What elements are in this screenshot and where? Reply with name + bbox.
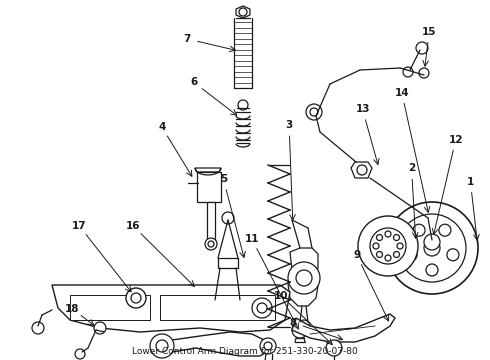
Circle shape — [393, 234, 399, 240]
Circle shape — [205, 238, 217, 250]
Circle shape — [257, 303, 267, 313]
Circle shape — [94, 322, 106, 334]
Circle shape — [405, 249, 417, 261]
Circle shape — [75, 349, 85, 359]
Text: 13: 13 — [355, 104, 370, 114]
Text: 7: 7 — [183, 34, 191, 44]
Polygon shape — [351, 162, 372, 178]
Text: 11: 11 — [245, 234, 259, 244]
Circle shape — [239, 8, 247, 16]
Circle shape — [424, 234, 440, 250]
Circle shape — [298, 320, 310, 332]
Circle shape — [306, 104, 322, 120]
Polygon shape — [70, 295, 150, 320]
Circle shape — [403, 67, 413, 77]
Circle shape — [297, 327, 303, 333]
Text: Lower Control Arm Diagram for 251-330-20-07-80: Lower Control Arm Diagram for 251-330-20… — [132, 347, 358, 356]
Polygon shape — [207, 202, 215, 240]
Text: 18: 18 — [65, 304, 80, 314]
Text: 17: 17 — [72, 221, 87, 231]
Polygon shape — [52, 285, 290, 332]
Circle shape — [385, 231, 391, 237]
Circle shape — [447, 249, 459, 261]
Circle shape — [208, 241, 214, 247]
Text: 16: 16 — [126, 221, 141, 231]
Circle shape — [419, 68, 429, 78]
Circle shape — [357, 165, 367, 175]
Circle shape — [260, 338, 276, 354]
Circle shape — [131, 293, 141, 303]
Circle shape — [385, 255, 391, 261]
Circle shape — [393, 252, 399, 257]
Circle shape — [370, 228, 406, 264]
Text: 6: 6 — [190, 77, 197, 87]
Circle shape — [397, 243, 403, 249]
Text: 3: 3 — [286, 120, 293, 130]
Circle shape — [439, 224, 451, 236]
Text: 2: 2 — [408, 163, 415, 174]
Text: 10: 10 — [274, 291, 289, 301]
Polygon shape — [195, 168, 221, 172]
Text: 8: 8 — [290, 318, 296, 328]
Text: 14: 14 — [394, 88, 409, 98]
Circle shape — [376, 252, 383, 257]
Circle shape — [416, 42, 428, 54]
Circle shape — [288, 262, 320, 294]
Text: 12: 12 — [448, 135, 463, 145]
Polygon shape — [292, 314, 395, 342]
Circle shape — [238, 100, 248, 110]
Text: 4: 4 — [158, 122, 166, 132]
Circle shape — [150, 334, 174, 358]
Circle shape — [252, 298, 272, 318]
Text: 15: 15 — [422, 27, 437, 37]
Polygon shape — [288, 248, 318, 306]
Circle shape — [264, 342, 272, 350]
Text: 5: 5 — [220, 174, 227, 184]
Text: 1: 1 — [467, 177, 474, 187]
Circle shape — [373, 243, 379, 249]
Polygon shape — [160, 295, 275, 320]
Circle shape — [426, 264, 438, 276]
Circle shape — [310, 108, 318, 116]
Circle shape — [296, 270, 312, 286]
Circle shape — [326, 340, 342, 356]
Circle shape — [413, 224, 425, 236]
Polygon shape — [236, 6, 250, 18]
Text: 9: 9 — [353, 250, 360, 260]
Circle shape — [424, 240, 440, 256]
Circle shape — [398, 214, 466, 282]
Circle shape — [386, 202, 478, 294]
Circle shape — [222, 212, 234, 224]
Circle shape — [358, 216, 418, 276]
Polygon shape — [197, 172, 221, 202]
Circle shape — [376, 234, 383, 240]
Circle shape — [292, 322, 308, 338]
Circle shape — [126, 288, 146, 308]
Polygon shape — [158, 332, 270, 356]
Circle shape — [32, 322, 44, 334]
Circle shape — [156, 340, 168, 352]
